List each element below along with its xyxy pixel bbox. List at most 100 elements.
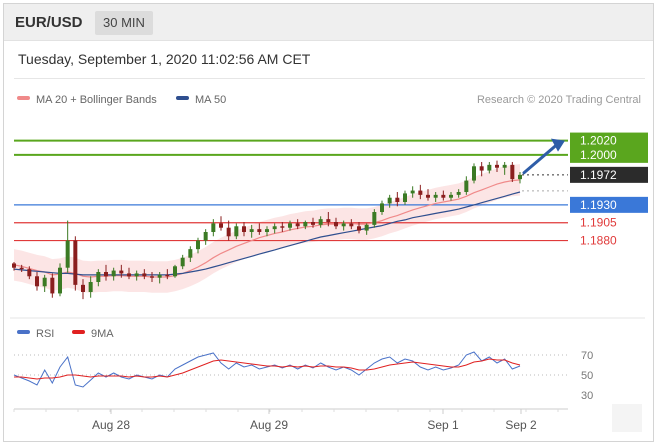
rsi-tick-70: 70 (581, 350, 593, 362)
timeframe-button[interactable]: 30 MIN (95, 11, 153, 35)
candle-body (502, 164, 507, 168)
candle-body (219, 223, 223, 228)
candle-body (165, 274, 170, 277)
level-tag-bg-1.2000 (570, 146, 648, 163)
candle-body (418, 190, 423, 195)
candle-body (410, 190, 415, 194)
zoom-control[interactable] (612, 404, 642, 432)
candle-body (173, 266, 177, 277)
candle-body (272, 226, 277, 230)
candle-body (111, 270, 116, 277)
x-tick-label: Sep 1 (427, 418, 459, 432)
candle-body (441, 194, 446, 198)
candle-body (341, 223, 346, 227)
candle-body (518, 174, 522, 180)
symbol-label: EUR/USD (15, 14, 83, 31)
candle-body (73, 240, 78, 285)
candle-body (479, 166, 484, 171)
rsi-line (13, 351, 521, 388)
rsi-pane: 70 50 30 (13, 350, 593, 402)
candle-body (303, 222, 308, 227)
candle-body (456, 192, 461, 195)
candle-body (433, 194, 438, 198)
credit-label: Research © 2020 Trading Central (477, 94, 641, 106)
rsi-tick-50: 50 (581, 370, 593, 382)
x-axis: Aug 28 Aug 29 Sep 1 Sep 2 (13, 408, 568, 432)
candle-body (65, 240, 70, 268)
candle-body (464, 180, 469, 192)
candle-body (395, 197, 400, 202)
candle-body (142, 273, 147, 277)
candle-body (472, 166, 476, 181)
legend-swatch-rsi (17, 330, 30, 334)
legend-ma50-label: MA 50 (195, 94, 226, 106)
divider (14, 78, 645, 79)
candle-body (426, 194, 430, 198)
candle-body (334, 222, 338, 227)
candle-body (364, 224, 369, 231)
datetime-label: Tuesday, September 1, 2020 11:02:56 AM C… (18, 51, 311, 67)
forecast-arrow-shaft (522, 143, 559, 175)
candles (12, 160, 522, 300)
candle-body (380, 203, 384, 212)
legend-rsi-label: RSI (36, 328, 54, 340)
candle-body (403, 193, 407, 202)
chart-header: EUR/USD 30 MIN (4, 4, 653, 41)
level-tag-1.1905: 1.1905 (580, 216, 617, 230)
level-lines (14, 139, 568, 242)
legend-swatch-ma20 (17, 96, 30, 100)
candle-body (357, 226, 361, 231)
candle-body (157, 274, 162, 278)
legend-ma20-label: MA 20 + Bollinger Bands (36, 94, 157, 106)
main-legend: MA 20 + Bollinger Bands MA 50 (17, 94, 226, 106)
legend-swatch-9ma (72, 330, 85, 334)
candle-body (372, 212, 377, 225)
level-tag-bg-1.2020 (570, 132, 648, 149)
candle-body (265, 229, 269, 232)
candle-body (349, 223, 354, 227)
candle-body (249, 229, 254, 232)
x-tick-label: Aug 29 (250, 418, 288, 432)
candle-body (188, 249, 193, 258)
candle-body (387, 197, 392, 204)
candle-body (127, 273, 131, 277)
candle-body (96, 272, 101, 282)
level-tag-1.1880: 1.1880 (580, 234, 617, 248)
candle-body (119, 270, 124, 274)
candle-body (81, 284, 85, 292)
candle-body (203, 232, 208, 241)
level-tag-1.1930: 1.1930 (580, 198, 617, 212)
candle-body (510, 164, 515, 180)
candle-body (257, 229, 262, 232)
legend-9ma-label: 9MA (91, 328, 114, 340)
rsi-legend: RSI 9MA (17, 328, 114, 340)
candle-body (35, 276, 39, 287)
candle-body (288, 223, 292, 228)
level-tag-1.2020: 1.2020 (580, 134, 617, 148)
candle-body (311, 222, 315, 225)
legend-swatch-ma50 (176, 96, 189, 100)
candle-body (211, 223, 216, 232)
level-tag-1.1972: 1.1972 (580, 168, 617, 182)
rsi-ma-line (14, 358, 521, 380)
candle-body (27, 269, 32, 277)
level-tag-bg-1.1972 (570, 166, 648, 183)
x-tick-label: Aug 28 (92, 418, 130, 432)
candle-body (134, 273, 139, 277)
candle-body (326, 219, 331, 222)
candle-body (12, 263, 16, 268)
candle-body (180, 257, 185, 267)
x-tick-label: Sep 2 (505, 418, 537, 432)
candle-body (449, 194, 453, 198)
candle-body (150, 276, 154, 278)
candle-body (58, 267, 62, 294)
candle-body (196, 240, 200, 250)
candle-body (50, 277, 55, 294)
candle-body (318, 219, 323, 225)
candle-body (226, 227, 231, 237)
level-tag-1.2000: 1.2000 (580, 148, 617, 162)
candle-body (19, 267, 24, 270)
candle-body (234, 226, 239, 237)
